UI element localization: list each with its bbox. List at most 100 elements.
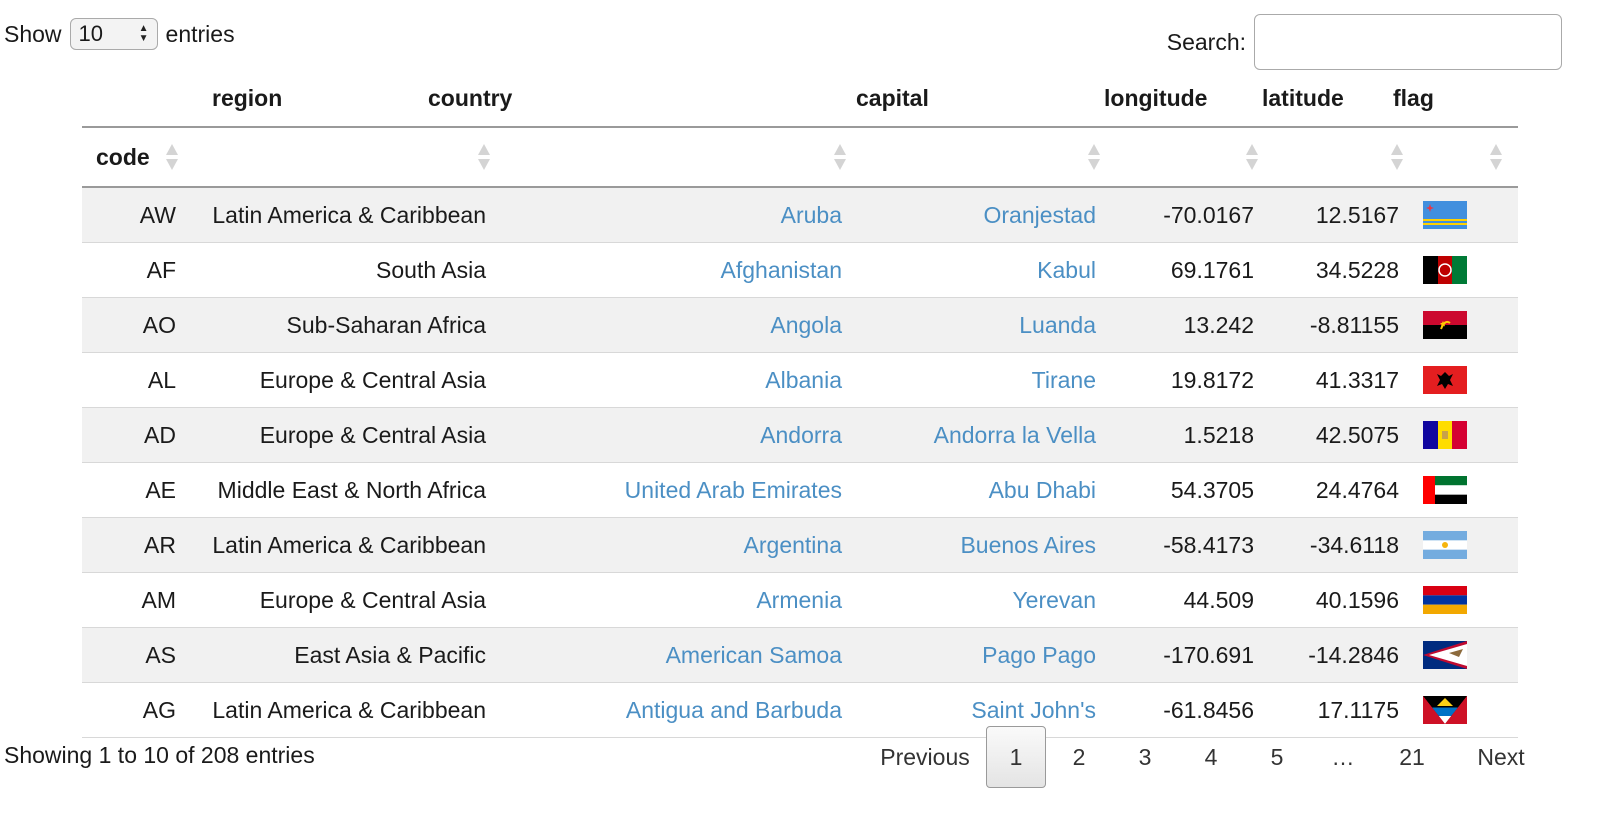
cell-flag — [1411, 462, 1518, 518]
albania-flag-icon — [1423, 366, 1467, 395]
sort-capital[interactable] — [854, 127, 1108, 188]
table-row: AD Europe & Central Asia Andorra Andorra la… — [82, 407, 1518, 463]
cell-latitude: 34.5228 — [1266, 242, 1411, 298]
show-label: Show — [4, 20, 62, 47]
cell-country-link[interactable]: Argentina — [498, 517, 854, 573]
cell-capital-link[interactable]: Luanda — [854, 297, 1108, 353]
cell-flag — [1411, 297, 1518, 353]
cell-flag — [1411, 187, 1518, 243]
cell-latitude: 12.5167 — [1266, 187, 1411, 243]
pagination: Previous 1 2 3 4 5 … 21 Next — [870, 726, 1554, 788]
cell-capital-link[interactable]: Tirane — [854, 352, 1108, 408]
cell-capital-link[interactable]: Oranjestad — [854, 187, 1108, 243]
cell-capital-link[interactable]: Andorra la Vella — [854, 407, 1108, 463]
cell-latitude: 24.4764 — [1266, 462, 1411, 518]
cell-region: Middle East & North Africa — [188, 462, 498, 518]
page-button-4[interactable]: 4 — [1204, 743, 1218, 770]
sort-code[interactable]: code — [82, 127, 188, 188]
cell-code: AW — [82, 187, 188, 243]
armenia-flag-icon — [1423, 586, 1467, 615]
aruba-flag-icon — [1423, 201, 1467, 230]
table-row: AW Latin America & Caribbean Aruba Oranjest… — [82, 187, 1518, 243]
cell-latitude: 40.1596 — [1266, 572, 1411, 628]
cell-latitude: -34.6118 — [1266, 517, 1411, 573]
page-button-2[interactable]: 2 — [1072, 743, 1086, 770]
table-row: AL Europe & Central Asia Albania Tirane 19.8… — [82, 352, 1518, 408]
argentina-flag-icon — [1423, 531, 1467, 560]
sort-country[interactable] — [498, 127, 854, 188]
page-button-3[interactable]: 3 — [1138, 743, 1152, 770]
cell-capital-link[interactable]: Buenos Aires — [854, 517, 1108, 573]
cell-country-link[interactable]: United Arab Emirates — [498, 462, 854, 518]
sort-latitude[interactable] — [1266, 127, 1411, 188]
header-flag: flag — [1393, 70, 1518, 128]
cell-country-link[interactable]: Aruba — [498, 187, 854, 243]
cell-code: AR — [82, 517, 188, 573]
cell-code: AM — [82, 572, 188, 628]
table-row: AR Latin America & Caribbean Argentina Buen… — [82, 517, 1518, 573]
cell-country-link[interactable]: Afghanistan — [498, 242, 854, 298]
cell-longitude: -170.691 — [1108, 627, 1266, 683]
cell-longitude: 1.5218 — [1108, 407, 1266, 463]
cell-country-link[interactable]: Armenia — [498, 572, 854, 628]
table-info: Showing 1 to 10 of 208 entries — [4, 742, 315, 768]
cell-flag — [1411, 517, 1518, 573]
afghanistan-flag-icon — [1423, 256, 1467, 285]
angola-flag-icon — [1423, 311, 1467, 340]
data-table: region country capital longitude latitud… — [82, 70, 1518, 738]
cell-longitude: 44.509 — [1108, 572, 1266, 628]
entries-per-page-select[interactable]: 10 ▲ ▼ — [69, 18, 158, 50]
cell-longitude: -70.0167 — [1108, 187, 1266, 243]
cell-capital-link[interactable]: Saint John's — [854, 682, 1108, 738]
next-button[interactable]: Next — [1477, 743, 1525, 770]
cell-capital-link[interactable]: Pago Pago — [854, 627, 1108, 683]
cell-country-link[interactable]: Angola — [498, 297, 854, 353]
sort-region[interactable] — [188, 127, 498, 188]
table-row: AE Middle East & North Africa United Arab … — [82, 462, 1518, 518]
sort-longitude[interactable] — [1108, 127, 1266, 188]
cell-region: South Asia — [188, 242, 498, 298]
length-control: Show 10 ▲ ▼ entries — [4, 18, 235, 50]
search-label: Search: — [1166, 28, 1246, 55]
previous-button[interactable]: Previous — [880, 743, 970, 770]
cell-capital-link[interactable]: Abu Dhabi — [854, 462, 1108, 518]
cell-code: AF — [82, 242, 188, 298]
page-button-21[interactable]: 21 — [1399, 743, 1425, 770]
sort-flag[interactable] — [1411, 127, 1518, 188]
header-region: region — [188, 70, 498, 128]
header-latitude: latitude — [1262, 70, 1411, 128]
table-row: AS East Asia & Pacific American Samoa Pago … — [82, 627, 1518, 683]
cell-flag — [1411, 407, 1518, 463]
cell-latitude: 17.1175 — [1266, 682, 1411, 738]
header-spacer — [82, 70, 188, 128]
cell-country-link[interactable]: Andorra — [498, 407, 854, 463]
cell-code: AL — [82, 352, 188, 408]
cell-region: Europe & Central Asia — [188, 407, 498, 463]
cell-longitude: 54.3705 — [1108, 462, 1266, 518]
cell-longitude: 13.242 — [1108, 297, 1266, 353]
search-input[interactable] — [1254, 14, 1562, 70]
cell-country-link[interactable]: American Samoa — [498, 627, 854, 683]
cell-country-link[interactable]: Antigua and Barbuda — [498, 682, 854, 738]
cell-flag — [1411, 682, 1518, 738]
cell-latitude: 42.5075 — [1266, 407, 1411, 463]
entries-label: entries — [165, 20, 235, 47]
header-country: country — [428, 70, 854, 128]
table-row: AM Europe & Central Asia Armenia Yerevan 44.… — [82, 572, 1518, 628]
sort-icon — [166, 144, 178, 170]
cell-longitude: 19.8172 — [1108, 352, 1266, 408]
cell-capital-link[interactable]: Yerevan — [854, 572, 1108, 628]
cell-capital-link[interactable]: Kabul — [854, 242, 1108, 298]
cell-region: East Asia & Pacific — [188, 627, 498, 683]
cell-code: AG — [82, 682, 188, 738]
page-button-5[interactable]: 5 — [1270, 743, 1284, 770]
page-button-1[interactable]: 1 — [986, 726, 1046, 788]
cell-country-link[interactable]: Albania — [498, 352, 854, 408]
cell-region: Sub-Saharan Africa — [188, 297, 498, 353]
antigua-barbuda-flag-icon — [1423, 696, 1467, 725]
cell-flag — [1411, 627, 1518, 683]
cell-code: AS — [82, 627, 188, 683]
sort-icon — [1490, 144, 1502, 170]
cell-flag — [1411, 352, 1518, 408]
search-control: Search: — [1167, 14, 1562, 70]
